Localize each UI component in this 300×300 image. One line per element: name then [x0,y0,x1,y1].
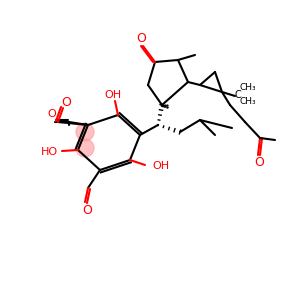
Text: OH: OH [152,161,169,171]
Text: O: O [61,95,71,109]
Circle shape [76,139,94,157]
Text: O: O [48,109,56,119]
Text: O: O [82,203,92,217]
Text: CH₃: CH₃ [240,83,256,92]
Text: O: O [136,32,146,44]
Text: HO: HO [41,147,58,157]
Circle shape [76,123,94,141]
Text: OH: OH [104,90,122,100]
Text: C: C [235,90,242,100]
Text: CH₃: CH₃ [240,98,256,106]
Text: O: O [254,157,264,169]
